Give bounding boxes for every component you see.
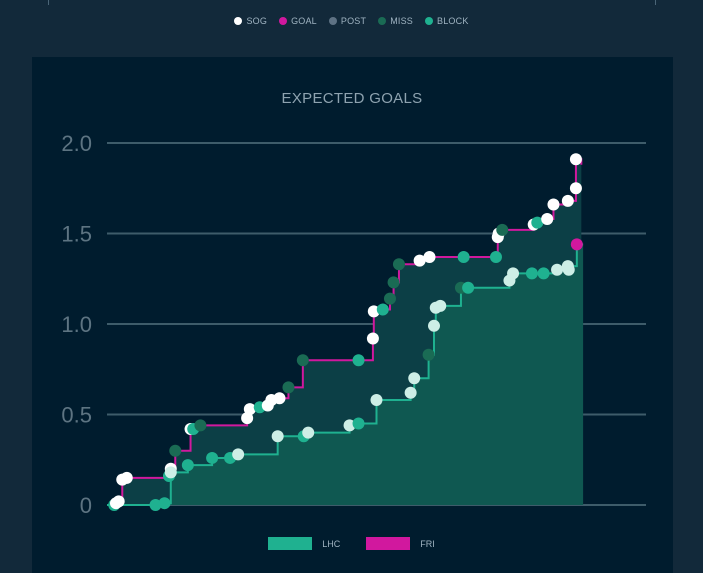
shot-marker-fri-sog[interactable] [367,305,380,318]
shot-marker-fri-block[interactable] [352,354,365,367]
chart-title: EXPECTED GOALS [282,90,423,107]
shot-marker-fri-block[interactable] [457,251,470,264]
shot-marker-lhc-block[interactable] [206,451,219,464]
shot-marker-fri-sog[interactable] [273,392,286,405]
shot-marker-fri-sog[interactable] [541,213,554,226]
shot-marker-fri-sog[interactable] [423,251,436,264]
shot-marker-fri-miss[interactable] [496,223,509,236]
team-legend: LHC FRI [0,537,703,550]
shot-marker-lhc-sog[interactable] [404,386,417,399]
legend-dot-icon [425,17,434,25]
xg-chart-panel: 0 0.5 1.0 1.5 2.0 EXPECTED GOALS [32,57,673,573]
shot-marker-lhc-sog[interactable] [232,448,245,461]
shot-legend-item-block: BLOCK [425,16,469,26]
shot-legend-item-post: POST [328,16,367,26]
shot-marker-lhc-block[interactable] [537,267,550,280]
shot-marker-lhc-sog[interactable] [302,426,315,439]
shot-legend-label: POST [340,16,367,26]
areas [107,159,584,506]
y-tick-label: 0 [80,493,92,518]
shot-marker-lhc-block[interactable] [149,499,162,511]
shot-marker-fri-sog[interactable] [561,194,574,207]
shot-marker-lhc-sog[interactable] [551,263,564,276]
shot-marker-fri-sog[interactable] [241,412,254,425]
team-legend-item-lhc: LHC [268,537,340,550]
shot-marker-fri-sog[interactable] [366,332,379,345]
shot-marker-lhc-block[interactable] [462,281,475,294]
shot-marker-lhc-sog[interactable] [271,430,284,443]
shot-marker-lhc-sog[interactable] [427,319,440,332]
shot-marker-fri-miss[interactable] [194,419,207,432]
shot-marker-lhc-block[interactable] [158,497,171,510]
shot-marker-fri-miss[interactable] [383,292,396,305]
y-tick-label: 2.0 [61,131,92,156]
shot-marker-fri-sog[interactable] [243,403,256,416]
shot-legend-item-sog: SOG [234,16,267,26]
shot-marker-fri-miss[interactable] [296,354,309,367]
shot-marker-fri-miss[interactable] [282,381,295,394]
team-legend-label: LHC [322,538,341,549]
shot-marker-fri-sog[interactable] [569,153,582,166]
shot-type-legend: SOG GOAL POST MISS BLOCK [0,16,703,26]
shot-marker-fri-miss[interactable] [392,258,405,271]
shot-legend-label: GOAL [291,16,317,26]
area-lhc [107,244,584,506]
top-tick-marks [0,0,703,6]
top-tick [655,0,656,5]
top-tick [48,0,49,5]
shot-marker-fri-sog[interactable] [413,254,426,267]
legend-dot-icon [234,17,243,25]
shot-legend-label: SOG [246,16,268,26]
shot-marker-lhc-block[interactable] [352,417,365,430]
shot-marker-lhc-sog[interactable] [507,267,520,280]
shot-legend-label: MISS [390,16,414,26]
legend-dot-icon [279,17,288,25]
shot-marker-lhc-block[interactable] [525,267,538,280]
shot-marker-lhc-miss[interactable] [422,348,435,361]
shot-marker-lhc-sog[interactable] [370,394,383,407]
shot-marker-fri-block[interactable] [376,303,389,316]
shot-marker-fri-block[interactable] [531,216,544,229]
legend-dot-icon [378,17,387,25]
shot-legend-item-miss: MISS [378,16,413,26]
legend-swatch [268,537,313,550]
shot-marker-fri-sog[interactable] [120,471,133,484]
shot-marker-fri-miss[interactable] [169,444,182,457]
shot-marker-lhc-block[interactable] [181,459,194,472]
shot-markers [108,153,583,511]
shot-marker-lhc-goal[interactable] [570,238,583,251]
shot-marker-lhc-sog[interactable] [434,299,447,312]
shot-marker-fri-sog[interactable] [569,182,582,195]
shot-legend-label: BLOCK [437,16,469,26]
team-legend-label: FRI [420,538,435,549]
y-tick-label: 1.0 [61,312,92,337]
shot-marker-lhc-sog[interactable] [343,419,356,432]
shot-marker-lhc-sog[interactable] [562,263,575,276]
shot-marker-lhc-sog[interactable] [164,466,177,479]
legend-swatch [366,537,411,550]
shot-legend-item-goal: GOAL [279,16,317,26]
shot-marker-fri-sog[interactable] [547,198,560,211]
legend-dot-icon [328,17,337,25]
shot-marker-fri-miss[interactable] [387,276,400,289]
y-tick-label: 1.5 [61,222,92,247]
xg-chart: 0 0.5 1.0 1.5 2.0 EXPECTED GOALS [61,90,646,518]
shot-marker-fri-block[interactable] [489,251,502,264]
y-tick-label: 0.5 [61,403,92,428]
shot-marker-fri-sog[interactable] [112,495,125,508]
team-legend-item-fri: FRI [366,537,435,550]
shot-marker-lhc-sog[interactable] [408,372,421,385]
